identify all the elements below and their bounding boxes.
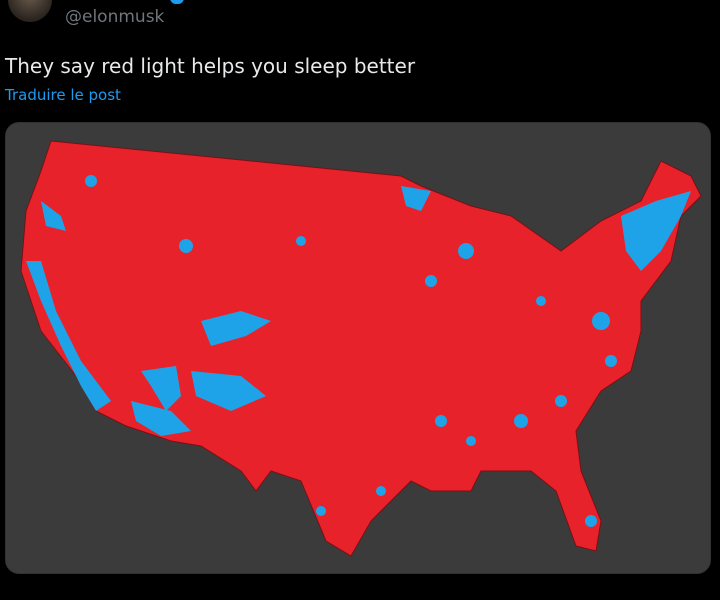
avatar[interactable] xyxy=(8,0,52,22)
media[interactable] xyxy=(5,122,711,574)
tweet-text: They say red light helps you sleep bette… xyxy=(5,54,416,78)
translate-link[interactable]: Traduire le post xyxy=(5,86,121,104)
map-land xyxy=(20,140,702,557)
verified-badge xyxy=(170,0,184,4)
us-county-map xyxy=(20,140,702,557)
blue-regions xyxy=(26,175,691,527)
handle[interactable]: @elonmusk xyxy=(65,7,165,27)
